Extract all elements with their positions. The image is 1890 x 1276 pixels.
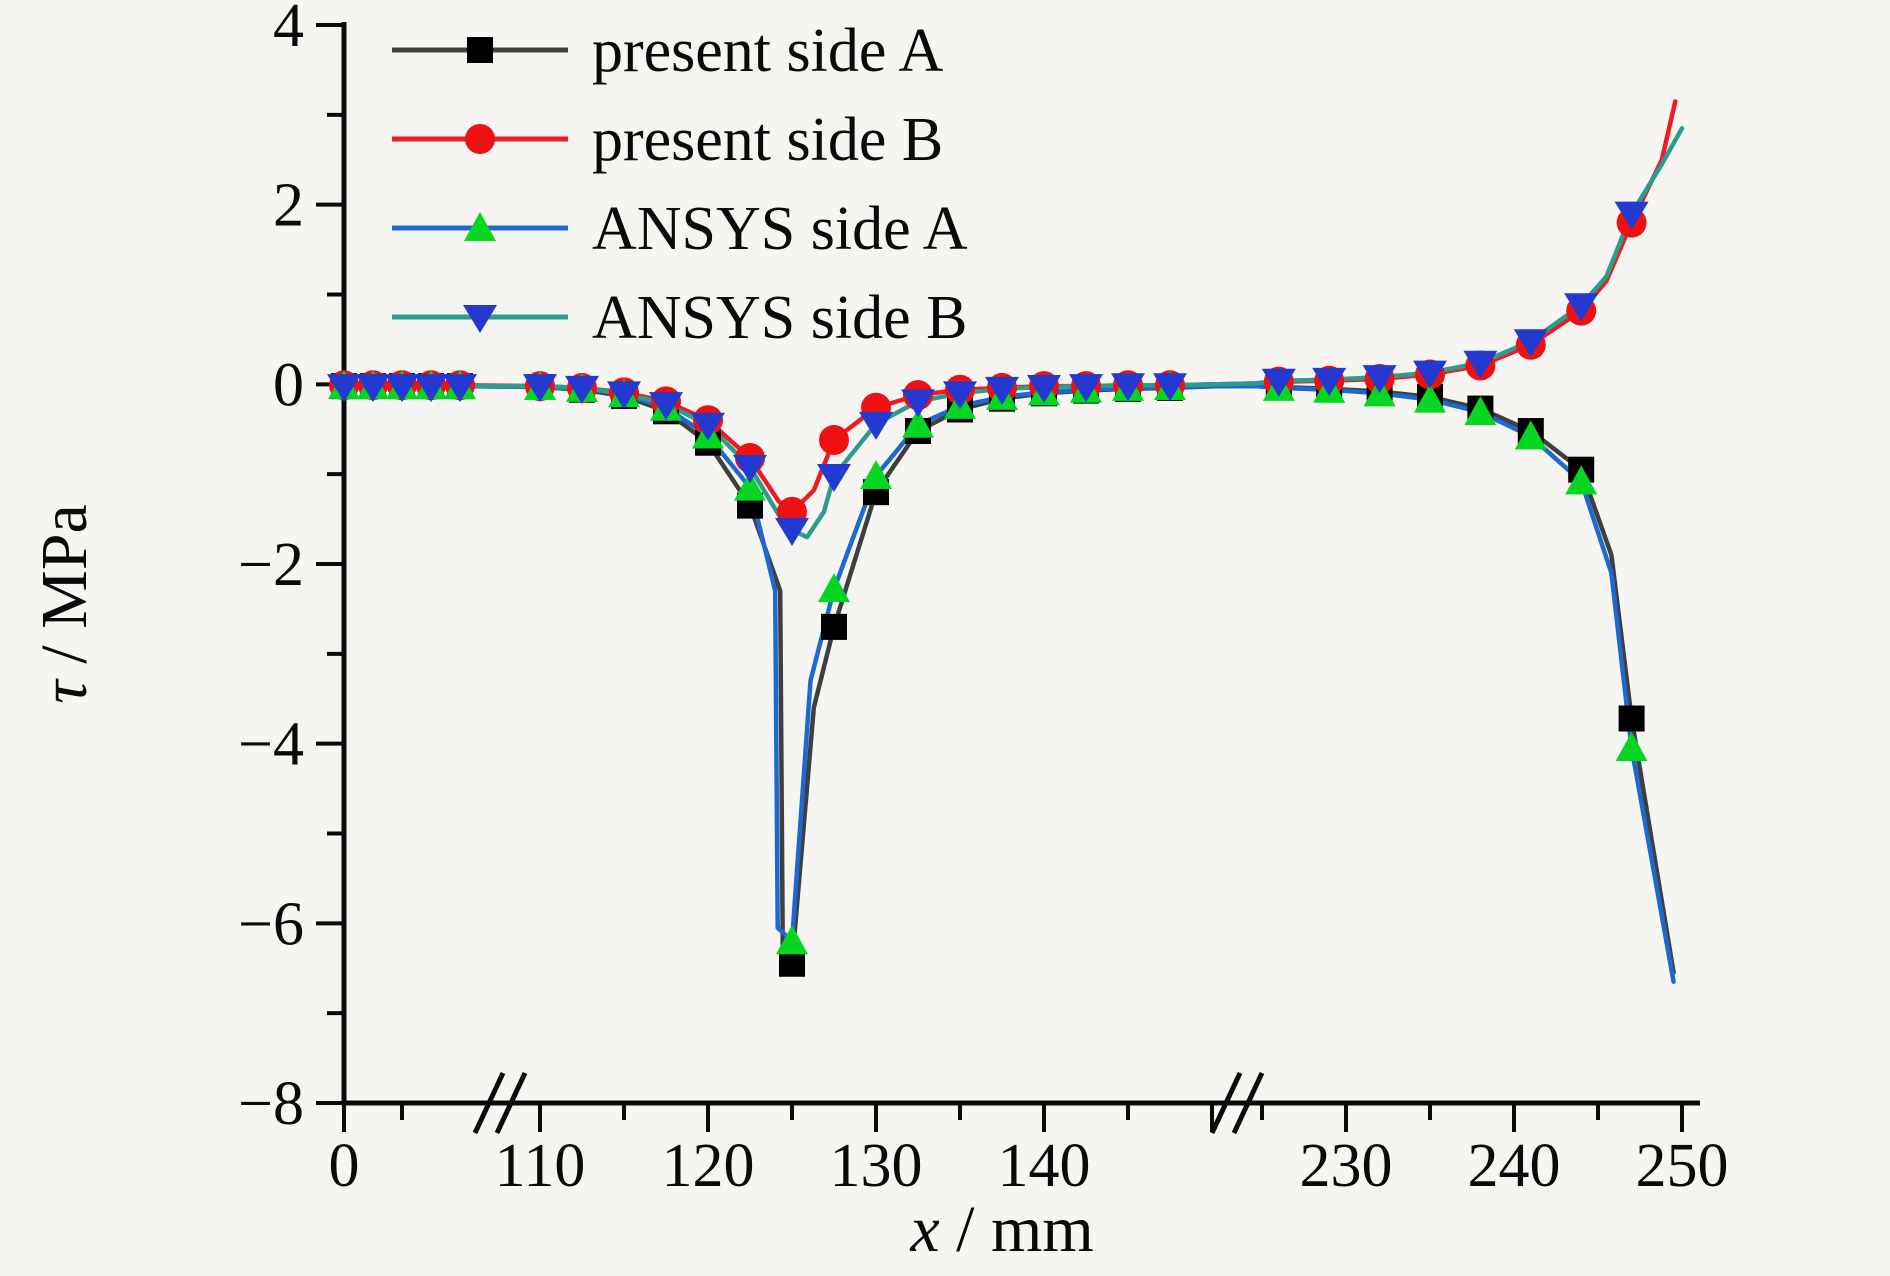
legend-marker-circle-icon [465, 124, 495, 154]
marker-ansys-side-b [1069, 374, 1103, 403]
marker-present-side-b [819, 425, 849, 456]
marker-ansys-side-b [649, 392, 683, 421]
marker-ansys-side-b [414, 374, 448, 403]
marker-ansys-side-a [1514, 420, 1547, 450]
marker-ansys-side-b [1513, 329, 1548, 358]
x-axis-title: x / mm [909, 1193, 1093, 1266]
marker-ansys-side-b [356, 374, 390, 403]
marker-present-side-a [1618, 705, 1645, 732]
marker-ansys-side-b [385, 374, 419, 403]
legend-marker-triangle-up-icon [464, 212, 496, 241]
x-axis-break-mark [1231, 1071, 1265, 1135]
x-tick-label: 240 [1468, 1132, 1561, 1200]
legend-label: ANSYS side B [592, 284, 968, 352]
y-tick-label: 2 [273, 172, 304, 240]
marker-ansys-side-a [1464, 396, 1497, 426]
series-line-ansys-side-b [341, 126, 1685, 540]
marker-ansys-side-b [1614, 201, 1649, 230]
x-tick-label: 230 [1300, 1132, 1393, 1200]
y-tick-label: −6 [238, 890, 304, 958]
marker-ansys-side-b [523, 374, 557, 403]
marker-ansys-side-b [859, 411, 893, 440]
marker-ansys-side-a [902, 408, 934, 438]
x-tick-label: 130 [830, 1132, 923, 1200]
marker-ansys-side-a [1414, 383, 1446, 413]
marker-ansys-side-b [985, 376, 1019, 405]
series-line-present-side-b [341, 99, 1678, 515]
marker-ansys-side-b [943, 381, 977, 410]
marker-ansys-side-a [1615, 732, 1648, 762]
marker-ansys-side-b [775, 517, 809, 546]
marker-ansys-side-b [1027, 375, 1061, 404]
marker-present-side-a [779, 950, 805, 977]
marker-ansys-side-b [817, 463, 851, 492]
y-tick-label: −8 [238, 1070, 304, 1138]
marker-ansys-side-b [443, 374, 477, 403]
y-tick-label: 0 [273, 351, 304, 419]
marker-ansys-side-b [1153, 373, 1187, 402]
x-tick-label: 0 [329, 1132, 360, 1200]
x-axis-break-mark [1209, 1071, 1243, 1135]
marker-ansys-side-b [1362, 365, 1397, 394]
marker-ansys-side-a [734, 471, 766, 501]
y-tick-label: −2 [238, 531, 304, 599]
y-axis-title: τ / MPa [28, 504, 101, 704]
legend-label: present side B [592, 106, 943, 174]
series-line-present-side-a [341, 383, 1676, 975]
marker-ansys-side-b [691, 412, 725, 441]
x-tick-label: 140 [998, 1132, 1091, 1200]
marker-ansys-side-b [607, 381, 641, 410]
x-tick-label: 110 [495, 1132, 586, 1200]
legend-marker-square-icon [467, 37, 493, 63]
marker-ansys-side-a [860, 459, 892, 489]
x-axis-break-mark [472, 1071, 506, 1135]
legend-label: present side A [592, 17, 943, 85]
legend-marker-triangle-down-icon [463, 305, 497, 333]
marker-ansys-side-b [327, 374, 361, 403]
marker-ansys-side-b [1413, 360, 1447, 389]
x-tick-label: 250 [1636, 1132, 1729, 1200]
marker-ansys-side-b [1111, 373, 1145, 402]
marker-ansys-side-b [1261, 368, 1296, 397]
marker-ansys-side-a [818, 573, 850, 603]
x-tick-label: 120 [662, 1132, 755, 1200]
marker-ansys-side-b [1312, 367, 1347, 396]
marker-ansys-side-a [1565, 465, 1598, 495]
marker-ansys-side-b [565, 375, 599, 404]
marker-ansys-side-b [901, 389, 935, 418]
marker-ansys-side-b [1564, 293, 1599, 322]
marker-ansys-side-b [733, 454, 767, 483]
series-line-ansys-side-a [341, 383, 1676, 984]
x-axis-break-mark [494, 1071, 528, 1135]
marker-ansys-side-b [1463, 350, 1498, 379]
y-tick-label: 4 [273, 0, 304, 60]
y-tick-label: −4 [238, 711, 304, 779]
marker-present-side-a [821, 613, 847, 640]
marker-ansys-side-a [776, 925, 808, 955]
legend-label: ANSYS side A [592, 195, 968, 263]
